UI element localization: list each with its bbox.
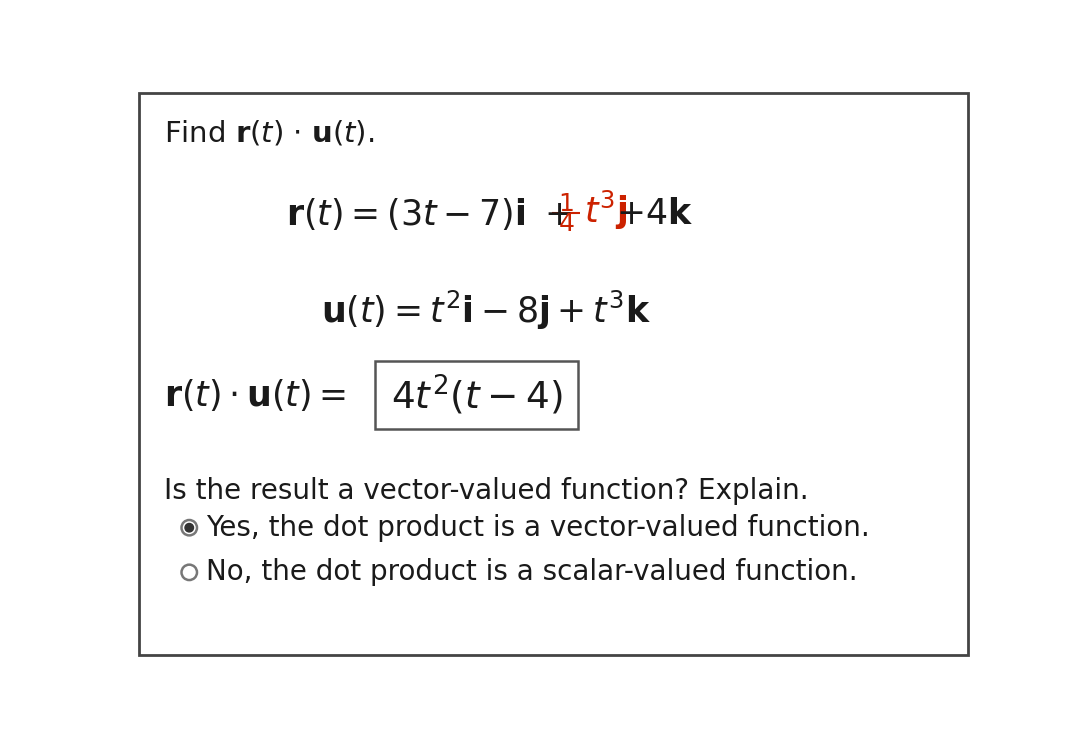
Text: Is the result a vector-valued function? Explain.: Is the result a vector-valued function? … (164, 477, 809, 505)
Text: $\mathbf{r}$$(t) \cdot \mathbf{u}$$(t) =$: $\mathbf{r}$$(t) \cdot \mathbf{u}$$(t) =… (164, 377, 347, 413)
Circle shape (185, 523, 193, 532)
Text: Find $\mathbf{r}$$(t)$ $\cdot$ $\mathbf{u}$$(t).$: Find $\mathbf{r}$$(t)$ $\cdot$ $\mathbf{… (164, 118, 375, 147)
Text: $+ 4\mathbf{k}$: $+ 4\mathbf{k}$ (616, 197, 692, 231)
Text: $4t^2(t-4)$: $4t^2(t-4)$ (391, 373, 563, 417)
Text: $t^3\mathbf{j}$: $t^3\mathbf{j}$ (584, 189, 627, 232)
Text: $\mathbf{r}$$(t) = (3t - 7)\mathbf{i}\ +$: $\mathbf{r}$$(t) = (3t - 7)\mathbf{i}\ +… (286, 195, 571, 232)
Text: $4$: $4$ (557, 212, 575, 235)
Text: Yes, the dot product is a vector-valued function.: Yes, the dot product is a vector-valued … (206, 514, 870, 542)
Text: $\mathbf{u}$$(t) = t^2\mathbf{i} - 8\mathbf{j} + t^3\mathbf{k}$: $\mathbf{u}$$(t) = t^2\mathbf{i} - 8\mat… (321, 289, 651, 332)
Text: No, the dot product is a scalar-valued function.: No, the dot product is a scalar-valued f… (206, 559, 858, 586)
Text: $1$: $1$ (558, 192, 573, 215)
